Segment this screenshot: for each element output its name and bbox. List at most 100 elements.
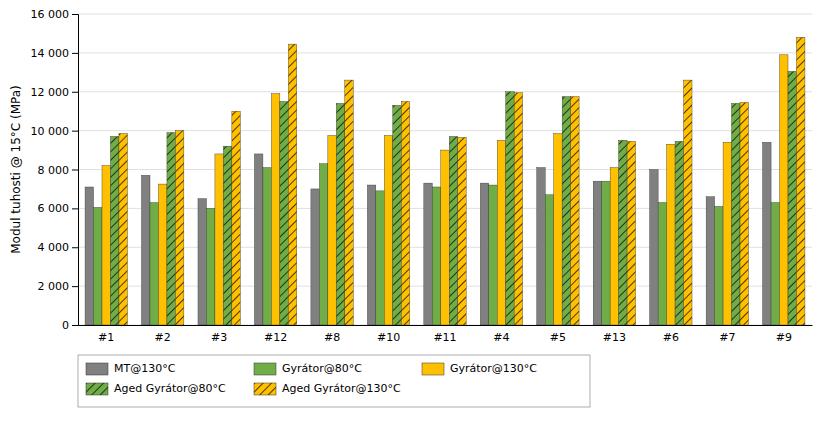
plot: 02 0004 0006 0008 00010 00012 00014 0001… (31, 8, 813, 344)
bar (593, 181, 601, 325)
bar (449, 136, 457, 325)
tick: 6 000 (38, 202, 79, 215)
bar (393, 105, 401, 325)
tick-label: 10 000 (31, 125, 70, 138)
bar (311, 189, 319, 325)
legend-label: Aged Gyrátor@130°C (282, 382, 401, 395)
tick-label: #9 (776, 331, 792, 344)
bar (788, 71, 796, 325)
bar (537, 168, 545, 325)
bar (780, 55, 788, 325)
bar (142, 175, 150, 325)
legend-item: Aged Gyrátor@80°C (86, 382, 226, 395)
tick-label: #2 (155, 331, 171, 344)
tick: 0 (62, 319, 78, 332)
tick-label: #12 (264, 331, 287, 344)
bar (732, 103, 740, 325)
bar (675, 141, 683, 325)
tick-mark (72, 53, 78, 54)
tick-mark (72, 247, 78, 248)
bar (480, 183, 488, 325)
bar (497, 140, 505, 325)
bar-series (119, 37, 805, 325)
bar (706, 197, 714, 325)
tick: 10 000 (31, 125, 79, 138)
bar (336, 103, 344, 325)
tick-label: 8 000 (38, 164, 70, 177)
bar (94, 207, 102, 325)
bar (658, 203, 666, 325)
bar (506, 92, 514, 325)
tick: #11 (433, 331, 456, 344)
bar (254, 154, 262, 325)
legend-swatch (86, 363, 108, 375)
bar (167, 133, 175, 325)
bar (740, 102, 748, 325)
tick: 4 000 (38, 241, 79, 254)
tick: 2 000 (38, 280, 79, 293)
tick: #3 (211, 331, 227, 344)
bar-series (102, 55, 788, 325)
legend-swatch (254, 363, 276, 375)
bar (119, 134, 127, 325)
legend-label: Gyrátor@130°C (450, 362, 537, 375)
bar (175, 131, 183, 325)
tick: #12 (264, 331, 287, 344)
bar (102, 166, 110, 325)
tick: #2 (155, 331, 171, 344)
bar (271, 94, 279, 325)
bar (715, 206, 723, 325)
tick: #10 (377, 331, 400, 344)
bar (458, 137, 466, 325)
tick: 16 000 (31, 8, 79, 21)
tick: #1 (98, 331, 114, 344)
bar (571, 97, 579, 325)
legend-item: Gyrátor@80°C (254, 362, 362, 375)
legend-item: MT@130°C (86, 362, 176, 375)
grid-line (78, 52, 812, 53)
tick: #8 (324, 331, 340, 344)
legend: MT@130°C Gyrátor@80°C Gyrátor@130°C Aged Gy… (78, 355, 590, 407)
bar (288, 44, 296, 325)
tick-label: 16 000 (31, 8, 70, 21)
tick-mark (72, 170, 78, 171)
bar (158, 184, 166, 325)
bars (85, 37, 805, 325)
grid-line (78, 91, 812, 92)
tick-label: 6 000 (38, 202, 70, 215)
tick: #6 (663, 331, 679, 344)
bar (319, 164, 327, 325)
bar (384, 135, 392, 325)
grid-line (78, 130, 812, 131)
bar (667, 144, 675, 325)
bar (215, 154, 223, 325)
grid-line (78, 14, 812, 15)
bar (432, 187, 440, 325)
tick-mark (72, 208, 78, 209)
legend-frame (78, 355, 590, 407)
bar-series (85, 142, 771, 325)
tick-label: 2 000 (38, 280, 70, 293)
tick-label: 14 000 (31, 47, 70, 60)
bar (376, 191, 384, 325)
bar (198, 199, 206, 325)
bar (280, 101, 288, 325)
axis-line (79, 325, 813, 326)
tick-label: #5 (550, 331, 566, 344)
bar (610, 168, 618, 325)
legend-item: Gyrátor@130°C (422, 362, 537, 375)
bar (424, 183, 432, 325)
tick-label: 0 (62, 319, 69, 332)
bar (441, 150, 449, 325)
bar (514, 93, 522, 325)
bar (723, 142, 731, 325)
bar (619, 140, 627, 325)
bar (489, 185, 497, 325)
legend-swatch (86, 383, 108, 395)
legend-swatch (422, 363, 444, 375)
bar (367, 185, 375, 325)
bar (110, 136, 118, 325)
tick: #5 (550, 331, 566, 344)
bar (545, 195, 553, 325)
tick: 14 000 (31, 47, 79, 60)
